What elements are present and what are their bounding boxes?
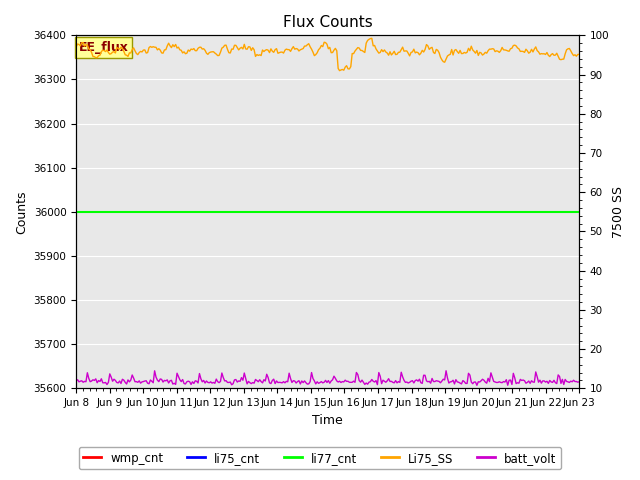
Y-axis label: Counts: Counts	[15, 190, 28, 234]
X-axis label: Time: Time	[312, 414, 343, 427]
Title: Flux Counts: Flux Counts	[283, 15, 372, 30]
Text: EE_flux: EE_flux	[79, 41, 129, 54]
Y-axis label: 7500 SS: 7500 SS	[612, 186, 625, 238]
Legend: wmp_cnt, li75_cnt, li77_cnt, Li75_SS, batt_volt: wmp_cnt, li75_cnt, li77_cnt, Li75_SS, ba…	[79, 447, 561, 469]
